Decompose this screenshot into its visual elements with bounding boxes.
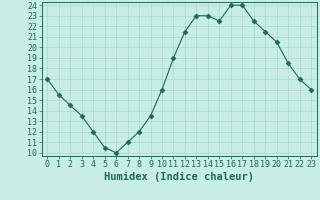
X-axis label: Humidex (Indice chaleur): Humidex (Indice chaleur) (104, 172, 254, 182)
